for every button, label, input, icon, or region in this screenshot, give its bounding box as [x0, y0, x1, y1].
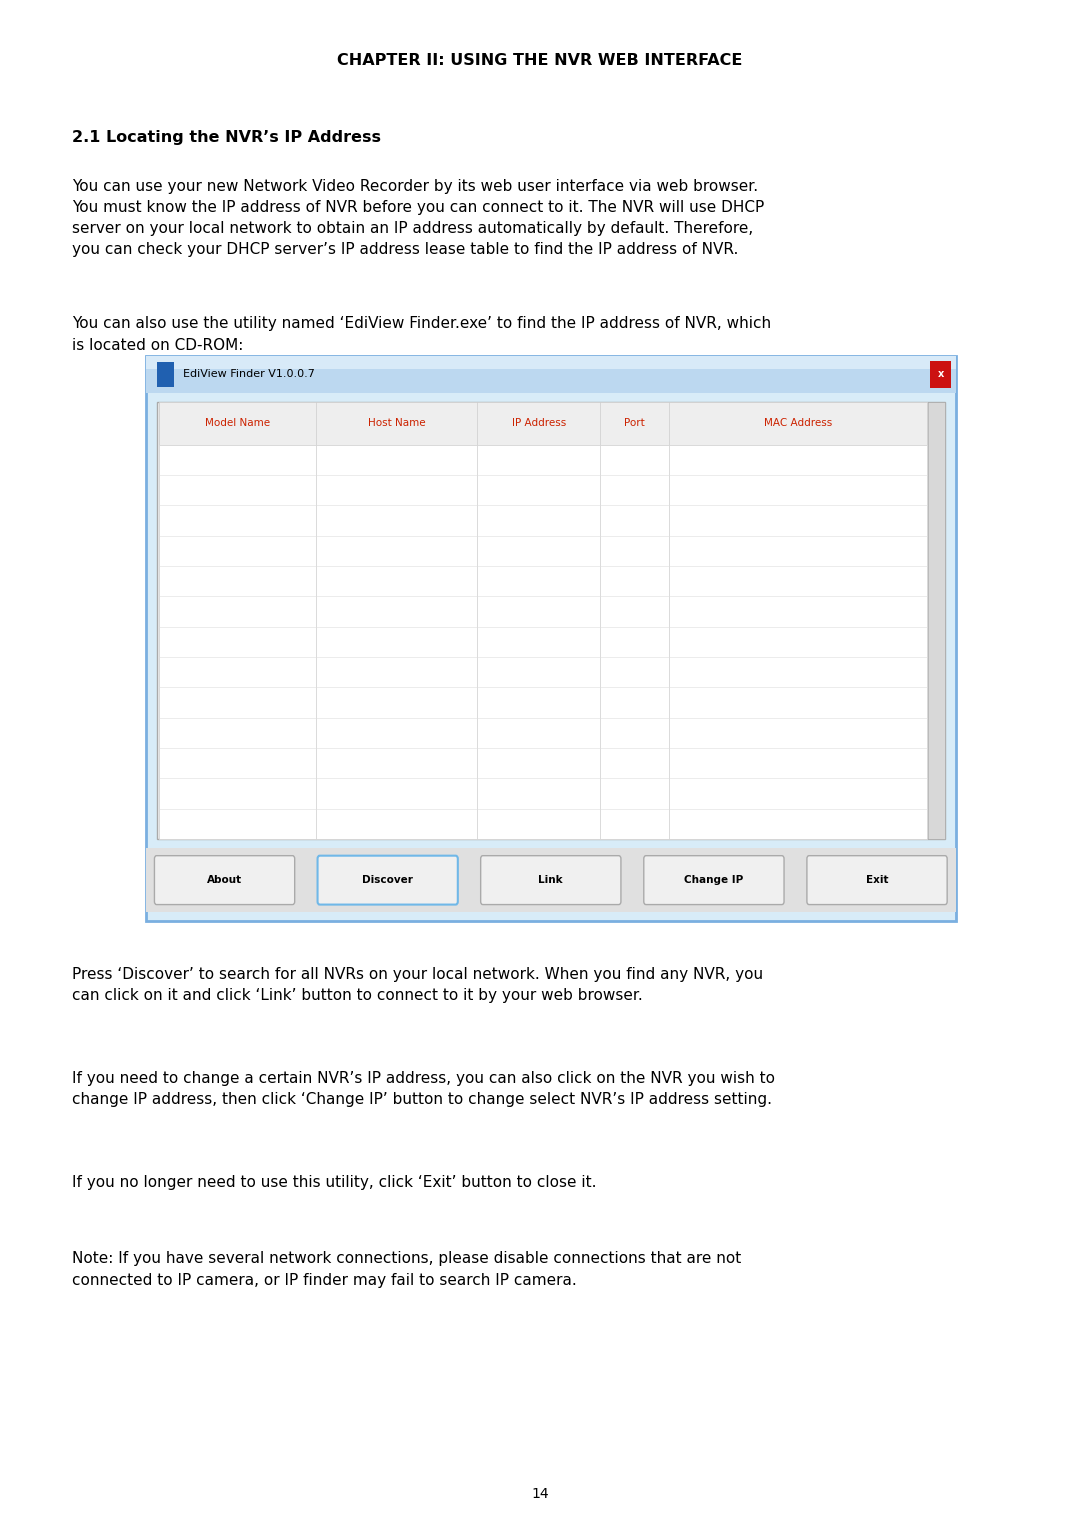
Bar: [146, 356, 956, 393]
Bar: [146, 356, 956, 921]
FancyBboxPatch shape: [807, 856, 947, 905]
Text: Link: Link: [539, 876, 563, 885]
Text: IP Address: IP Address: [512, 419, 566, 428]
FancyBboxPatch shape: [154, 856, 295, 905]
Text: MAC Address: MAC Address: [764, 419, 833, 428]
Text: Note: If you have several network connections, please disable connections that a: Note: If you have several network connec…: [72, 1251, 741, 1288]
Text: CHAPTER II: USING THE NVR WEB INTERFACE: CHAPTER II: USING THE NVR WEB INTERFACE: [337, 53, 743, 69]
Text: Port: Port: [624, 419, 645, 428]
Bar: [157, 362, 174, 387]
Text: Discover: Discover: [362, 876, 414, 885]
Text: x: x: [937, 370, 944, 379]
FancyBboxPatch shape: [644, 856, 784, 905]
Bar: [928, 402, 945, 839]
Text: 14: 14: [531, 1487, 549, 1502]
Text: Exit: Exit: [866, 876, 888, 885]
Text: Model Name: Model Name: [205, 419, 270, 428]
Bar: [930, 361, 951, 388]
Text: If you no longer need to use this utility, click ‘Exit’ button to close it.: If you no longer need to use this utilit…: [72, 1175, 596, 1190]
Bar: [146, 356, 956, 368]
Text: 2.1 Locating the NVR’s IP Address: 2.1 Locating the NVR’s IP Address: [72, 130, 381, 145]
Bar: [159, 402, 927, 445]
Text: Host Name: Host Name: [368, 419, 426, 428]
Text: EdiView Finder V1.0.0.7: EdiView Finder V1.0.0.7: [183, 370, 314, 379]
Text: About: About: [207, 876, 242, 885]
Bar: [157, 402, 945, 839]
Text: You can also use the utility named ‘EdiView Finder.exe’ to find the IP address o: You can also use the utility named ‘EdiV…: [72, 316, 771, 353]
Text: You can use your new Network Video Recorder by its web user interface via web br: You can use your new Network Video Recor…: [72, 179, 765, 258]
Text: If you need to change a certain NVR’s IP address, you can also click on the NVR : If you need to change a certain NVR’s IP…: [72, 1071, 775, 1108]
Text: Press ‘Discover’ to search for all NVRs on your local network. When you find any: Press ‘Discover’ to search for all NVRs …: [72, 967, 764, 1004]
Bar: [146, 848, 956, 912]
Bar: [159, 402, 927, 839]
FancyBboxPatch shape: [318, 856, 458, 905]
FancyBboxPatch shape: [481, 856, 621, 905]
Text: Change IP: Change IP: [685, 876, 743, 885]
